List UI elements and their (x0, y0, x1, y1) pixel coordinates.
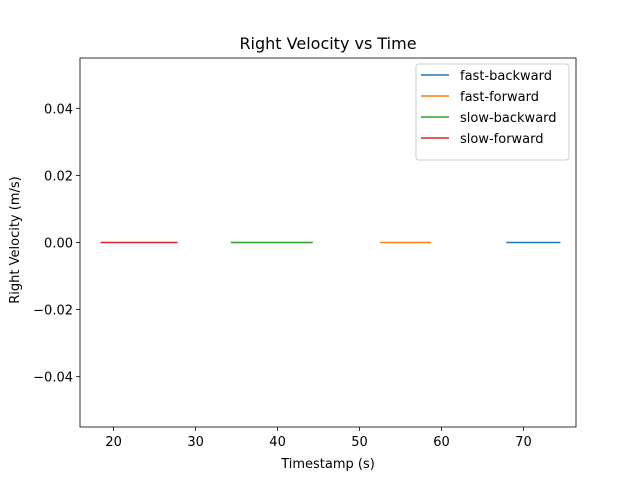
y-tick-label: 0.04 (44, 102, 73, 117)
y-tick-label: −0.02 (33, 304, 73, 319)
legend-label-fast-backward: fast-backward (460, 69, 552, 84)
x-tick-label: 50 (351, 435, 368, 450)
chart-title: Right Velocity vs Time (239, 34, 416, 53)
x-tick-label: 40 (269, 435, 286, 450)
x-tick-label: 70 (515, 435, 532, 450)
legend-label-slow-backward: slow-backward (460, 111, 557, 126)
y-axis: −0.04 −0.02 0.00 0.02 0.04 (33, 102, 80, 386)
y-axis-label: Right Velocity (m/s) (8, 176, 23, 303)
legend-label-slow-forward: slow-forward (460, 132, 544, 147)
legend: fast-backward fast-forward slow-backward sl… (415, 63, 570, 161)
y-tick-label: −0.04 (33, 371, 73, 386)
x-tick-label: 30 (187, 435, 204, 450)
legend-label-fast-forward: fast-forward (460, 90, 539, 105)
legend-box (415, 63, 570, 161)
x-axis-label: Timestamp (s) (280, 457, 375, 472)
x-axis: 20 30 40 50 60 70 (105, 427, 532, 450)
x-tick-label: 20 (105, 435, 122, 450)
x-tick-label: 60 (433, 435, 450, 450)
y-tick-label: 0.00 (44, 237, 73, 252)
y-tick-label: 0.02 (44, 169, 73, 184)
